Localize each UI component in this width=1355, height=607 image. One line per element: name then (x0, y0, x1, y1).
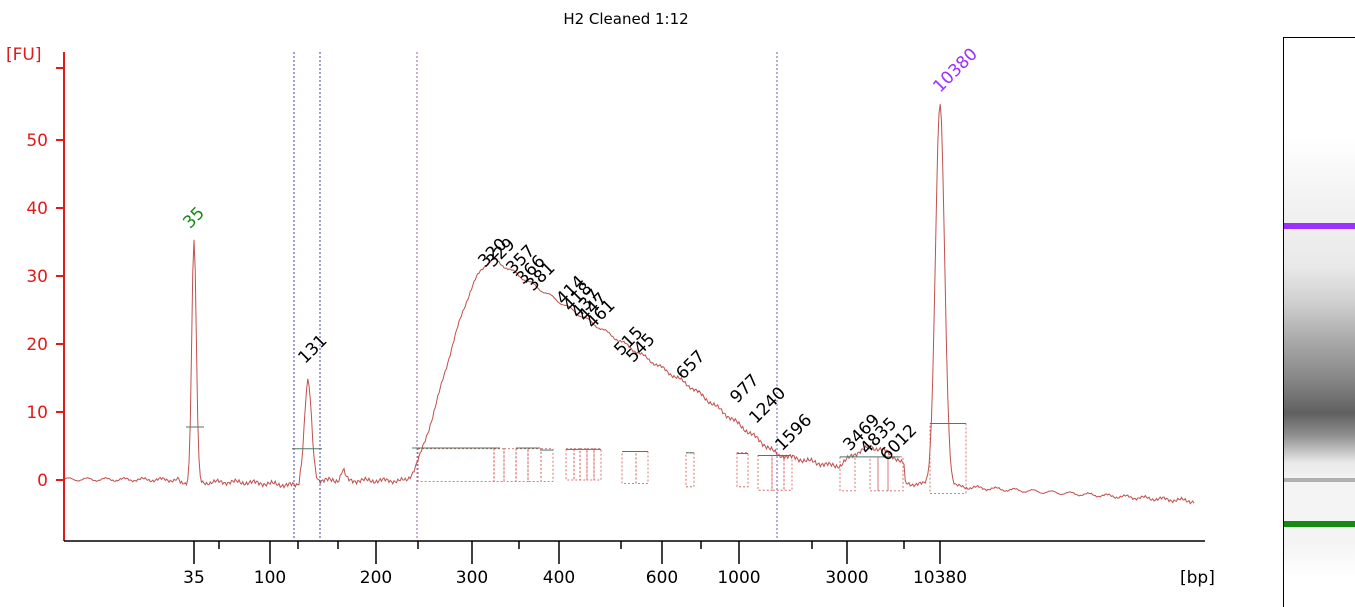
y-tick-label: 10 (26, 403, 48, 423)
peak-baselines (186, 423, 966, 458)
x-tick-label: 300 (456, 568, 488, 588)
peak-box (593, 448, 602, 481)
peak-box (736, 452, 749, 488)
x-tick-label: 400 (543, 568, 575, 588)
peak-box (527, 448, 542, 482)
trace-line (63, 104, 1195, 505)
x-tick-label: 10380 (913, 568, 967, 588)
trace-area: 3510380131320329357366381414418437447461… (63, 44, 1195, 505)
peak-box (757, 455, 773, 491)
peak-box (621, 451, 637, 484)
peak-box (579, 448, 588, 481)
peak-box (869, 456, 879, 492)
peak-box (493, 448, 505, 482)
x-axis-label: [bp] (1180, 568, 1215, 588)
gel-image (1284, 38, 1355, 607)
gel-smear (1284, 133, 1355, 578)
peak-box (586, 448, 595, 481)
y-tick-label: 40 (26, 199, 48, 219)
peak-box (515, 448, 529, 482)
gel-lane (1283, 37, 1355, 607)
peak-box (771, 455, 785, 491)
y-tick-label: 30 (26, 267, 48, 287)
peak-label-upper-marker: 10380 (929, 44, 981, 96)
gel-faint-band (1284, 478, 1355, 482)
region-lines (293, 52, 778, 540)
peak-label: 657 (672, 347, 709, 384)
x-tick-label: 100 (254, 568, 286, 588)
x-tick-label: 1000 (717, 568, 760, 588)
y-tick-label: 20 (26, 335, 48, 355)
gel-band-upper-marker (1284, 223, 1355, 229)
peak-label: 1596 (771, 410, 816, 455)
x-tick-label: 35 (183, 568, 205, 588)
peak-label-lower-marker: 35 (179, 203, 208, 232)
chart-title: H2 Cleaned 1:12 (563, 10, 688, 28)
x-ticks: 35 100 200 300 400 600 1000 3000 10380 (183, 541, 967, 588)
gel-band-lower-marker (1284, 521, 1355, 527)
peak-labels: 3510380131320329357366381414418437447461… (179, 44, 981, 465)
peak-box (540, 448, 554, 482)
peak-box (417, 448, 495, 482)
peak-box (929, 423, 967, 494)
y-ticks: 0 10 20 30 40 50 (26, 67, 64, 491)
peak-label: 131 (294, 331, 331, 368)
y-tick-label: 50 (26, 131, 48, 151)
peak-box (573, 448, 581, 481)
y-axis-label: [FU] (6, 45, 42, 65)
x-tick-label: 600 (646, 568, 678, 588)
y-tick-label: 0 (37, 471, 48, 491)
peak-box (887, 456, 904, 492)
peak-box (503, 448, 517, 482)
peak-box (565, 448, 575, 481)
electropherogram: H2 Cleaned 1:12 [FU] [bp] 35103801313203… (6, 10, 1215, 588)
peak-box (685, 452, 695, 488)
x-tick-label: 200 (360, 568, 392, 588)
peak-box (839, 456, 856, 492)
peak-box (783, 455, 793, 491)
peak-box (635, 451, 649, 484)
x-tick-label: 3000 (825, 568, 868, 588)
